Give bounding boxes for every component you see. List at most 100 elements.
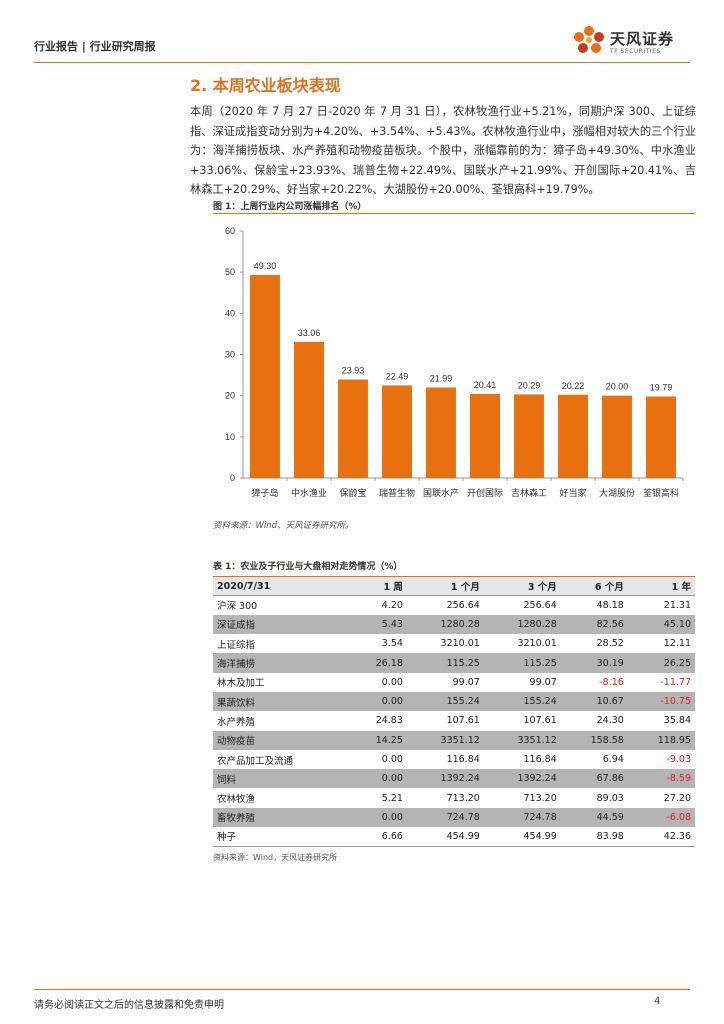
bar-chart: 0 10 20 30 40 50 60 49.30 獐子岛 33.06 中水渔业 23.93 保龄宝 22… [225, 226, 684, 499]
table-cell: -11.77 [660, 676, 691, 688]
company-logo: 天风证券 TF SECURITIES [570, 22, 700, 62]
table-cell: 67.86 [560, 769, 628, 789]
table-cell: 1392.24 [406, 769, 484, 789]
table-row-label: 果蔬饮料 [213, 691, 350, 712]
table-cell: 24.83 [375, 715, 403, 727]
y-tick-label: 30 [225, 350, 235, 360]
table-cell: 724.78 [483, 807, 561, 828]
y-tick-label: 10 [225, 432, 235, 442]
table-row: 饲料 0.00 1392.24 1392.24 67.86 -8.59 [213, 769, 695, 789]
section-paragraph: 本周（2020 年 7 月 27 日-2020 年 7 月 31 日），农林牧渔… [190, 105, 696, 197]
table-row: 林木及加工 0.00 99.07 99.07 -8.16 -11.77 [213, 673, 695, 692]
table-cell: 1392.24 [483, 769, 561, 789]
table-title: 表 1：农业及子行业与大盘相对走势情况（%） [213, 562, 403, 572]
table-row-label: 海洋捕捞 [213, 653, 350, 673]
table-row-label: 动物疫苗 [213, 730, 350, 750]
table-row-label: 种子 [213, 827, 350, 847]
x-tick-label: 国联水产 [423, 487, 459, 499]
table-cell: 0.00 [381, 676, 403, 688]
table-cell: 45.10 [627, 614, 695, 635]
table-cell: -10.75 [627, 691, 695, 712]
bar [514, 394, 544, 478]
table-cell: 116.84 [446, 754, 480, 766]
bar-value-label: 20.22 [562, 381, 585, 391]
table-cell: 724.78 [406, 807, 484, 828]
x-tick-label: 瑞普生物 [379, 487, 415, 499]
table-row-label: 沪深 300 [217, 601, 258, 613]
table-cell: 27.20 [663, 792, 691, 804]
x-tick-label: 中水渔业 [291, 487, 327, 499]
bar-value-label: 20.41 [474, 380, 497, 390]
table-cell: 115.25 [483, 653, 561, 673]
table-cell: 99.07 [529, 676, 557, 688]
table-row-label: 深证成指 [213, 614, 350, 635]
footer-divider [34, 989, 690, 990]
section-title: 2. 本周农业板块表现 [190, 76, 341, 95]
y-tick-label: 40 [225, 308, 235, 318]
bar [646, 396, 676, 478]
x-tick-label: 荃银高科 [643, 487, 679, 499]
table-cell: 6.94 [602, 754, 624, 766]
page-number: 4 [654, 996, 661, 1007]
table-cell: 26.25 [627, 653, 695, 673]
table-cell: 99.07 [452, 676, 480, 688]
bar [250, 275, 280, 478]
table-row: 动物疫苗 14.25 3351.12 3351.12 158.58 118.95 [213, 730, 695, 750]
x-tick-label: 保龄宝 [339, 487, 366, 499]
table-column-header: 1 周 [349, 576, 407, 596]
x-tick-label: 开创国际 [467, 487, 503, 499]
logo-flower-icon [574, 26, 604, 53]
table-cell: 42.36 [627, 827, 695, 847]
table-cell: 82.56 [560, 614, 628, 635]
table-row: 果蔬饮料 0.00 155.24 155.24 10.67 -10.75 [213, 691, 695, 712]
table-cell: 107.61 [446, 715, 480, 727]
table-row-label: 饲料 [213, 769, 350, 789]
table-cell: 118.95 [627, 730, 695, 750]
bar [426, 387, 456, 478]
table-cell: 1280.28 [406, 614, 484, 635]
figure-title: 图 1：上周行业内公司涨幅排名（%） [213, 202, 367, 212]
bar-value-label: 23.93 [342, 365, 365, 375]
table-row: 农林牧渔 5.21 713.20 713.20 89.03 27.20 [213, 788, 695, 807]
table-cell: 256.64 [523, 599, 557, 611]
table-cell: 21.31 [663, 599, 691, 611]
table-cell: -8.16 [599, 676, 624, 688]
table-row: 农产品加工及流通 0.00 116.84 116.84 6.94 -9.03 [213, 750, 695, 769]
x-tick-label: 好当家 [559, 487, 586, 499]
table-cell: 24.30 [596, 715, 624, 727]
y-tick-label: 50 [225, 267, 235, 277]
table-cell: 30.19 [560, 653, 628, 673]
table-cell: 83.98 [560, 827, 628, 847]
logo-subtitle: TF SECURITIES [610, 48, 661, 55]
table-column-header: 1 年 [627, 576, 695, 596]
table-row-label: 林木及加工 [217, 678, 265, 690]
table-row-label: 水产养殖 [217, 716, 256, 728]
table-row-label: 农产品加工及流通 [217, 755, 294, 767]
table-cell: 713.20 [523, 792, 557, 804]
table-cell: 713.20 [446, 792, 480, 804]
bar [294, 341, 324, 478]
table-cell: 10.67 [560, 691, 628, 712]
bar-value-label: 21.99 [430, 373, 453, 383]
table-cell: 14.25 [349, 730, 407, 750]
table-row: 水产养殖 24.83 107.61 107.61 24.30 35.84 [213, 711, 695, 730]
table-cell: 3210.01 [440, 638, 480, 650]
table-cell: 256.64 [446, 599, 480, 611]
table-row-label: 畜牧养殖 [213, 807, 350, 828]
table-column-header: 3 个月 [483, 576, 561, 596]
y-tick-label: 60 [225, 226, 235, 236]
bar [602, 395, 632, 478]
table-row: 畜牧养殖 0.00 724.78 724.78 44.59 -6.08 [213, 807, 695, 828]
table-cell: 5.43 [349, 614, 407, 635]
table-cell: -6.08 [627, 807, 695, 828]
x-tick-label: 獐子岛 [251, 487, 278, 499]
table-cell: 44.59 [560, 807, 628, 828]
table-cell: 4.20 [381, 599, 403, 611]
table-source: 资料来源：Wind，天风证券研究所 [213, 853, 338, 862]
table-row: 上证综指 3.54 3210.01 3210.01 28.52 12.11 [213, 634, 695, 653]
x-tick-label: 吉林森工 [511, 487, 547, 499]
table-cell: 3210.01 [517, 638, 557, 650]
bar-value-label: 20.00 [606, 382, 629, 392]
